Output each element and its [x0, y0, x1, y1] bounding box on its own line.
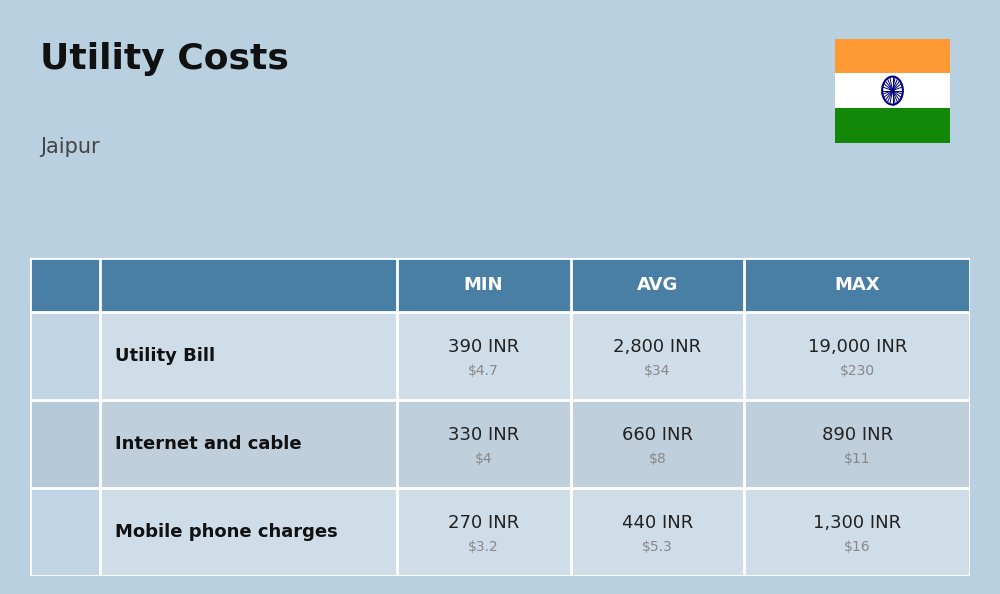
Text: 390 INR: 390 INR [448, 338, 519, 356]
FancyBboxPatch shape [744, 312, 970, 400]
FancyBboxPatch shape [570, 312, 744, 400]
Text: 660 INR: 660 INR [622, 426, 693, 444]
Text: 2,800 INR: 2,800 INR [613, 338, 702, 356]
FancyBboxPatch shape [30, 258, 100, 312]
FancyBboxPatch shape [397, 258, 570, 312]
FancyBboxPatch shape [397, 488, 570, 576]
Text: $8: $8 [649, 452, 666, 466]
Text: $3.2: $3.2 [468, 540, 499, 554]
Text: Jaipur: Jaipur [40, 137, 100, 157]
FancyBboxPatch shape [744, 400, 970, 488]
Bar [835, 108, 950, 143]
Text: MAX: MAX [834, 276, 880, 294]
Text: 440 INR: 440 INR [622, 514, 693, 532]
FancyBboxPatch shape [744, 488, 970, 576]
FancyBboxPatch shape [570, 488, 744, 576]
Text: $230: $230 [840, 364, 875, 378]
Text: 270 INR: 270 INR [448, 514, 519, 532]
Text: $4: $4 [475, 452, 492, 466]
FancyBboxPatch shape [570, 400, 744, 488]
FancyBboxPatch shape [30, 312, 100, 400]
Text: $16: $16 [844, 540, 871, 554]
Text: 1,300 INR: 1,300 INR [813, 514, 901, 532]
Text: AVG: AVG [637, 276, 678, 294]
FancyBboxPatch shape [100, 488, 397, 576]
FancyBboxPatch shape [100, 312, 397, 400]
Text: MIN: MIN [464, 276, 503, 294]
Text: Mobile phone charges: Mobile phone charges [115, 523, 338, 541]
FancyBboxPatch shape [397, 312, 570, 400]
Circle shape [891, 89, 894, 93]
FancyBboxPatch shape [30, 488, 100, 576]
Bar [835, 73, 950, 108]
Text: 890 INR: 890 INR [822, 426, 893, 444]
Text: $4.7: $4.7 [468, 364, 499, 378]
FancyBboxPatch shape [570, 258, 744, 312]
FancyBboxPatch shape [100, 400, 397, 488]
Bar [835, 39, 950, 73]
FancyBboxPatch shape [744, 258, 970, 312]
Text: Utility Costs: Utility Costs [40, 42, 289, 75]
FancyBboxPatch shape [30, 400, 100, 488]
FancyBboxPatch shape [100, 258, 397, 312]
FancyBboxPatch shape [397, 400, 570, 488]
Text: Internet and cable: Internet and cable [115, 435, 302, 453]
Text: 330 INR: 330 INR [448, 426, 519, 444]
Text: $11: $11 [844, 452, 871, 466]
Text: $34: $34 [644, 364, 671, 378]
Text: 19,000 INR: 19,000 INR [808, 338, 907, 356]
Text: $5.3: $5.3 [642, 540, 673, 554]
Text: Utility Bill: Utility Bill [115, 347, 215, 365]
